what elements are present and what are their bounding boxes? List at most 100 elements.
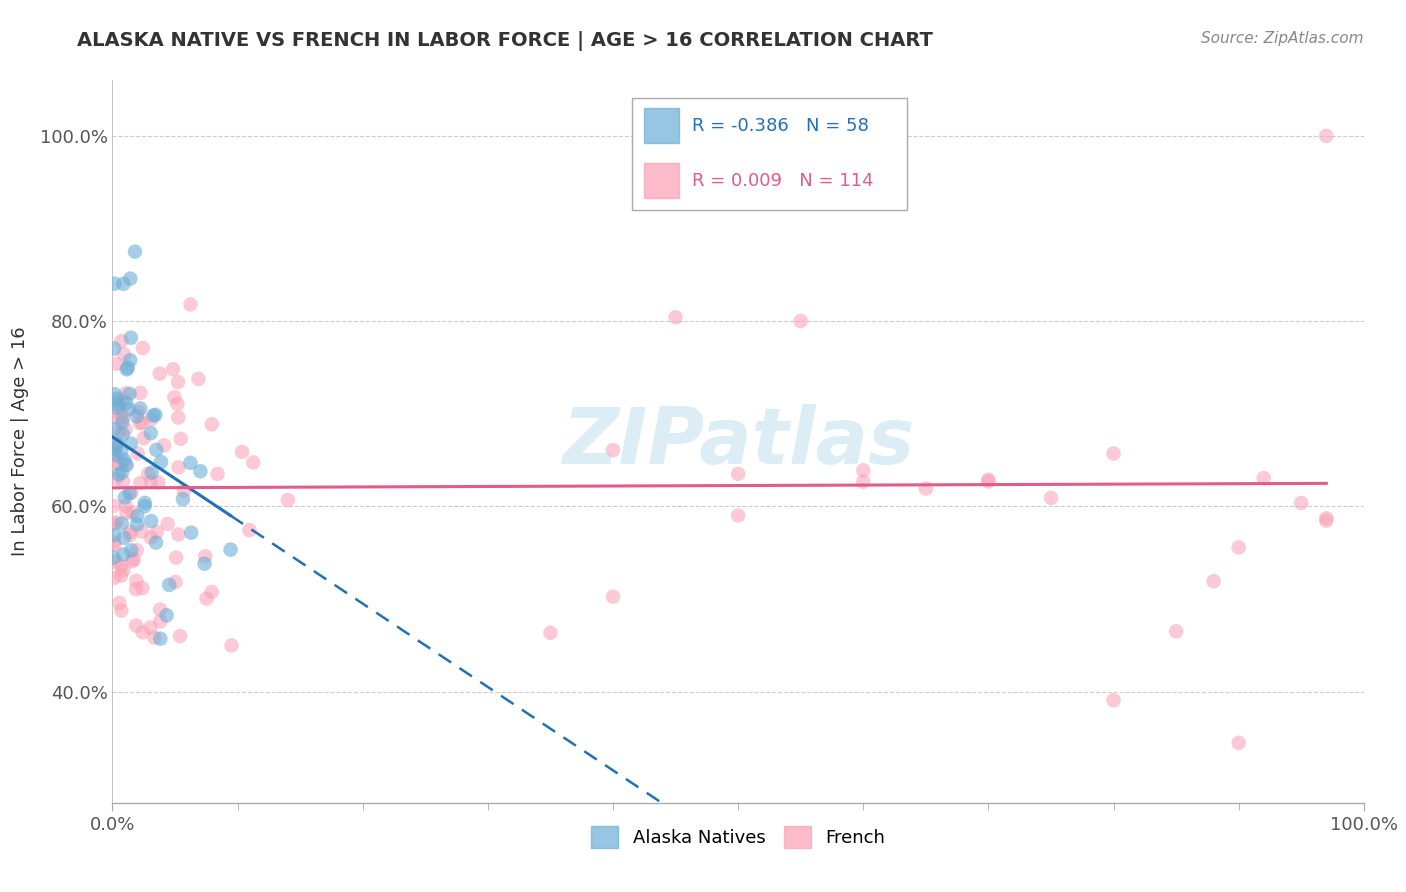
Point: [105, 448, 128, 462]
Point: [105, 436, 128, 450]
Point: [121, 505, 143, 519]
Point: [103, 516, 125, 531]
Point: [727, 508, 749, 523]
Point: [112, 531, 135, 545]
Point: [115, 396, 138, 410]
Point: [167, 527, 190, 541]
Point: [977, 475, 1000, 489]
Point: [167, 375, 190, 389]
Point: [117, 402, 139, 417]
Point: [131, 625, 153, 640]
Point: [104, 441, 127, 455]
Point: [111, 516, 134, 531]
Point: [127, 405, 149, 419]
Point: [112, 347, 135, 361]
Point: [180, 525, 202, 540]
Point: [120, 486, 142, 500]
Point: [131, 581, 153, 595]
Point: [125, 618, 148, 632]
Point: [103, 444, 125, 458]
Point: [139, 531, 162, 545]
Point: [105, 392, 128, 406]
Point: [150, 455, 173, 469]
Point: [105, 472, 128, 486]
Point: [117, 360, 139, 375]
Point: [148, 475, 170, 490]
Point: [122, 552, 145, 566]
Point: [1315, 128, 1337, 143]
Point: [165, 550, 187, 565]
Point: [129, 475, 152, 490]
Point: [1227, 541, 1250, 555]
Point: [120, 331, 142, 345]
Point: [190, 464, 212, 478]
Point: [127, 446, 149, 460]
Point: [120, 436, 142, 450]
Point: [1315, 514, 1337, 528]
Point: [193, 557, 215, 571]
Point: [1227, 736, 1250, 750]
Point: [120, 543, 142, 558]
Point: [194, 549, 217, 564]
Point: [149, 632, 172, 646]
Point: [112, 548, 135, 562]
Point: [112, 277, 135, 291]
Point: [107, 401, 129, 416]
Point: [142, 409, 165, 423]
Point: [103, 277, 125, 291]
Point: [602, 443, 624, 458]
Point: [727, 467, 749, 481]
Point: [162, 362, 184, 376]
Point: [143, 631, 166, 645]
Point: [132, 431, 155, 445]
Point: [146, 524, 169, 539]
Point: [852, 463, 875, 477]
Point: [114, 491, 136, 505]
Point: [115, 458, 138, 472]
Point: [103, 342, 125, 356]
Point: [1164, 624, 1187, 639]
Point: [141, 412, 163, 426]
Point: [105, 515, 128, 529]
Point: [103, 422, 125, 436]
Point: [104, 555, 127, 569]
Point: [145, 535, 167, 549]
Point: [111, 474, 134, 488]
Point: [179, 456, 201, 470]
Point: [115, 362, 138, 376]
Point: [221, 639, 243, 653]
Point: [139, 426, 162, 441]
Point: [110, 334, 132, 349]
Point: [1102, 693, 1125, 707]
Point: [108, 412, 131, 426]
Point: [163, 390, 186, 404]
Text: ALASKA NATIVE VS FRENCH IN LABOR FORCE | AGE > 16 CORRELATION CHART: ALASKA NATIVE VS FRENCH IN LABOR FORCE |…: [77, 31, 934, 51]
Point: [110, 445, 132, 459]
Point: [120, 271, 142, 285]
Point: [169, 629, 191, 643]
Point: [231, 445, 253, 459]
Point: [120, 528, 142, 542]
Point: [170, 432, 193, 446]
Point: [277, 493, 299, 508]
Point: [129, 401, 152, 416]
Point: [103, 571, 125, 585]
Point: [145, 408, 167, 422]
Point: [125, 543, 148, 558]
Point: [131, 416, 153, 430]
Point: [149, 602, 172, 616]
Point: [107, 425, 129, 440]
Bar: [644, 109, 679, 143]
Point: [165, 574, 187, 589]
Point: [108, 596, 131, 610]
Point: [852, 475, 875, 489]
Point: [1202, 574, 1225, 589]
Point: [172, 492, 194, 507]
Text: ZIPatlas: ZIPatlas: [562, 403, 914, 480]
Point: [104, 405, 127, 419]
Point: [111, 427, 134, 442]
Point: [977, 473, 1000, 487]
Point: [195, 591, 218, 606]
Point: [242, 455, 264, 469]
Point: [157, 578, 180, 592]
